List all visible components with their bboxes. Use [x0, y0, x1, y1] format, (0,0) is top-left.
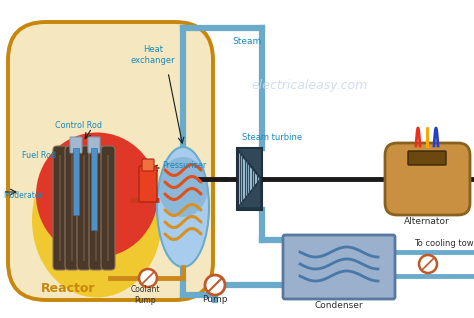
FancyBboxPatch shape [408, 151, 446, 165]
FancyBboxPatch shape [88, 137, 100, 153]
Text: Steam: Steam [232, 38, 261, 46]
Circle shape [419, 255, 437, 273]
Text: Control Rod: Control Rod [55, 121, 102, 129]
Text: Coolant
Pump: Coolant Pump [130, 285, 160, 305]
Text: Condenser: Condenser [315, 301, 363, 309]
FancyBboxPatch shape [8, 22, 213, 300]
Ellipse shape [32, 142, 162, 298]
Text: To cooling tower: To cooling tower [414, 239, 474, 248]
Ellipse shape [157, 147, 209, 267]
FancyBboxPatch shape [283, 235, 395, 299]
Text: Heat
exchanger: Heat exchanger [131, 45, 175, 65]
Text: Fuel Rod: Fuel Rod [22, 150, 56, 160]
FancyBboxPatch shape [89, 146, 103, 270]
Text: electricaleasy.com: electricaleasy.com [252, 79, 368, 92]
FancyBboxPatch shape [385, 143, 470, 215]
Text: Steam turbine: Steam turbine [242, 134, 302, 142]
FancyBboxPatch shape [65, 146, 79, 270]
Polygon shape [238, 150, 261, 208]
FancyBboxPatch shape [101, 146, 115, 270]
FancyBboxPatch shape [70, 137, 82, 153]
Text: Pressuriser: Pressuriser [162, 161, 206, 169]
FancyBboxPatch shape [77, 146, 91, 270]
Text: Pump: Pump [202, 295, 228, 305]
Circle shape [205, 275, 225, 295]
Bar [91, 148, 97, 230]
Text: Reactor: Reactor [41, 281, 95, 294]
Polygon shape [238, 179, 261, 208]
Circle shape [139, 269, 157, 287]
Bar [73, 148, 79, 215]
Ellipse shape [36, 133, 158, 258]
FancyBboxPatch shape [53, 146, 67, 270]
FancyBboxPatch shape [139, 166, 157, 202]
Ellipse shape [158, 157, 208, 217]
Text: Alternator: Alternator [404, 218, 450, 226]
Text: Moderator: Moderator [3, 190, 43, 199]
FancyBboxPatch shape [142, 159, 154, 171]
Polygon shape [237, 148, 262, 210]
